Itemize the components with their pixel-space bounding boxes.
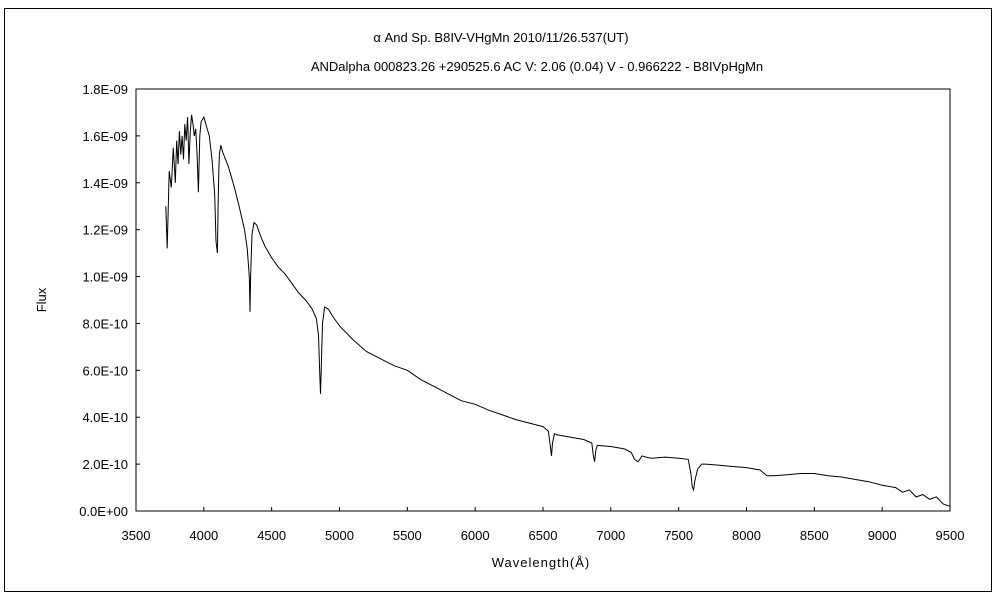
x-tick-label: 8000 [732, 528, 761, 543]
y-tick-label: 1.8E-09 [82, 82, 128, 97]
y-tick-label: 0.0E+00 [79, 504, 128, 519]
x-tick-label: 5000 [325, 528, 354, 543]
x-tick-label: 4500 [257, 528, 286, 543]
x-tick-label: 6500 [529, 528, 558, 543]
x-tick-label: 5500 [393, 528, 422, 543]
x-tick-label: 3500 [122, 528, 151, 543]
y-tick-label: 2.0E-10 [82, 457, 128, 472]
y-tick-label: 1.4E-09 [82, 176, 128, 191]
x-tick-label: 7000 [596, 528, 625, 543]
chart-title: α And Sp. B8IV-VHgMn 2010/11/26.537(UT) [373, 30, 628, 45]
spectrum-chart: α And Sp. B8IV-VHgMn 2010/11/26.537(UT) … [34, 30, 965, 570]
x-tick-label: 9500 [936, 528, 965, 543]
y-axis-label: Flux [34, 287, 49, 312]
x-tick-label: 4000 [189, 528, 218, 543]
series-line-flux [165, 114, 951, 507]
y-axis: 0.0E+00 2.0E-10 4.0E-10 6.0E-10 8.0E-10 1.0E-… [79, 82, 140, 519]
y-tick-label: 8.0E-10 [82, 316, 128, 331]
y-tick-label: 4.0E-10 [82, 410, 128, 425]
y-tick-label: 1.0E-09 [82, 270, 128, 285]
chart-subtitle: ANDalpha 000823.26 +290525.6 AC V: 2.06 … [311, 59, 763, 74]
plot-area [135, 88, 951, 512]
x-tick-label: 7500 [664, 528, 693, 543]
x-axis: 3500 4000 4500 5000 5500 6000 6500 7000 7500 8000… [122, 507, 965, 543]
y-tick-label: 6.0E-10 [82, 363, 128, 378]
x-tick-label: 8500 [800, 528, 829, 543]
y-tick-label: 1.6E-09 [82, 129, 128, 144]
chart-frame: α And Sp. B8IV-VHgMn 2010/11/26.537(UT) … [4, 8, 992, 592]
x-tick-label: 9000 [868, 528, 897, 543]
x-tick-label: 6000 [461, 528, 490, 543]
x-axis-label: Wavelength(Å) [492, 555, 591, 570]
y-tick-label: 1.2E-09 [82, 223, 128, 238]
